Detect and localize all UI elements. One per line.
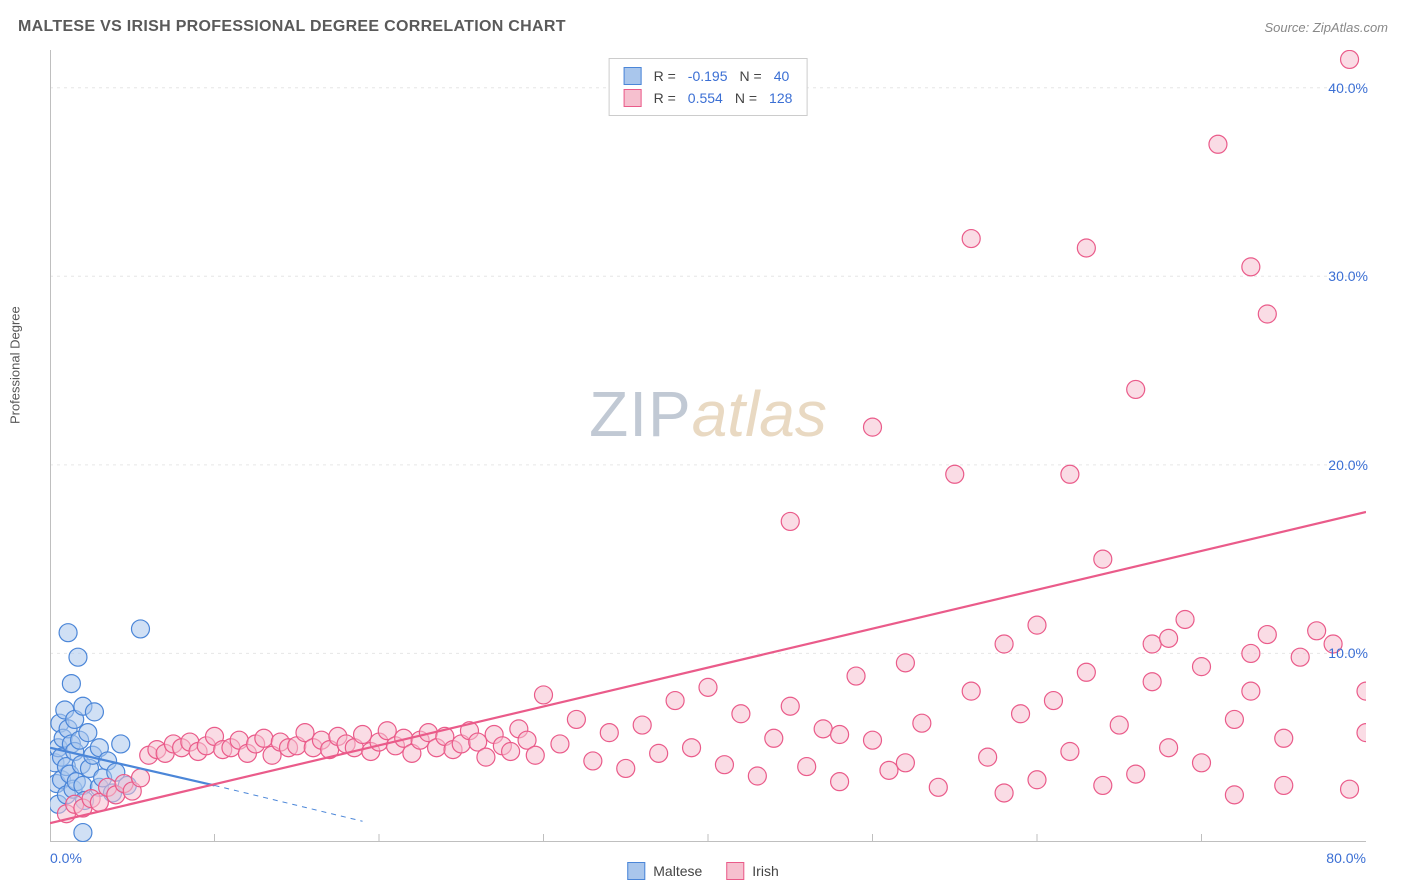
legend-n-value-maltese: 40 [774,68,790,84]
legend-n-label: N = [740,68,762,84]
chart-header: MALTESE VS IRISH PROFESSIONAL DEGREE COR… [18,18,1388,36]
x-tick-max: 80.0% [1326,850,1366,866]
x-tick-min: 0.0% [50,850,82,866]
legend-r-value-irish: 0.554 [688,90,723,106]
legend-swatch-irish [624,89,642,107]
legend-label-irish: Irish [752,863,778,879]
legend-r-label: R = [654,68,676,84]
y-tick-label: 40.0% [1328,80,1368,96]
legend-item-maltese: Maltese [627,862,702,880]
y-tick-label: 20.0% [1328,457,1368,473]
legend-n-label: N = [735,90,757,106]
chart-area: Professional Degree ZIPatlas R = -0.195 … [50,50,1366,842]
legend-r-label: R = [654,90,676,106]
legend-swatch-maltese [624,67,642,85]
legend-stats-row-maltese: R = -0.195 N = 40 [624,65,793,87]
chart-title: MALTESE VS IRISH PROFESSIONAL DEGREE COR… [18,18,566,36]
legend-swatch-maltese [627,862,645,880]
y-tick-label: 30.0% [1328,268,1368,284]
legend-stats: R = -0.195 N = 40 R = 0.554 N = 128 [609,58,808,116]
legend-label-maltese: Maltese [653,863,702,879]
y-tick-label: 10.0% [1328,645,1368,661]
legend-n-value-irish: 128 [769,90,792,106]
scatter-plot [50,50,1366,842]
legend-r-value-maltese: -0.195 [688,68,728,84]
legend-stats-row-irish: R = 0.554 N = 128 [624,87,793,109]
y-axis-label: Professional Degree [8,306,23,424]
legend-item-irish: Irish [726,862,778,880]
chart-source: Source: ZipAtlas.com [1264,20,1388,35]
legend-swatch-irish [726,862,744,880]
legend-series: Maltese Irish [627,862,778,880]
